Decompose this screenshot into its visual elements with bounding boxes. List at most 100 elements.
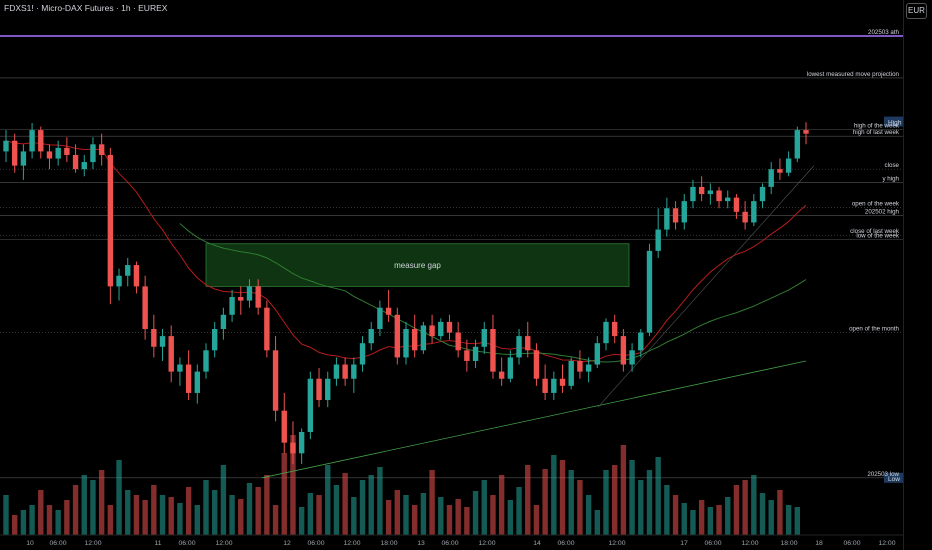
volume-bar bbox=[38, 490, 44, 535]
volume-bar bbox=[646, 470, 653, 535]
candle-body bbox=[525, 336, 531, 351]
candle-body bbox=[516, 336, 522, 358]
x-tick-label: 06:00 bbox=[178, 540, 195, 547]
volume-bar bbox=[664, 485, 670, 535]
volume-bar bbox=[12, 515, 18, 535]
candle-body bbox=[725, 197, 731, 202]
volume-bar bbox=[568, 470, 574, 535]
volume-bar bbox=[142, 500, 148, 535]
volume-bar bbox=[151, 485, 157, 535]
candle-body bbox=[716, 190, 722, 202]
volume-bar bbox=[238, 499, 244, 535]
x-tick-label: 12:00 bbox=[478, 540, 495, 547]
candle-body bbox=[81, 162, 87, 170]
candle-body bbox=[38, 130, 44, 152]
volume-bar bbox=[472, 491, 479, 535]
candle-body bbox=[803, 130, 809, 134]
volume-bar bbox=[629, 460, 635, 535]
measure-gap-zone bbox=[205, 243, 630, 287]
volume-bar bbox=[255, 487, 261, 535]
candle-body bbox=[794, 130, 800, 159]
x-tick-label: 12:00 bbox=[741, 540, 758, 547]
volume-bar bbox=[55, 510, 61, 535]
volume-bar bbox=[185, 487, 192, 535]
volume-bar bbox=[525, 465, 531, 535]
level-label: high of the week bbox=[854, 123, 900, 130]
volume-bar bbox=[81, 475, 87, 535]
volume-bar bbox=[46, 505, 53, 535]
volume-bar bbox=[403, 495, 409, 535]
volume-bar bbox=[20, 510, 27, 535]
level-label: 202503 low bbox=[867, 471, 899, 478]
candle-body bbox=[446, 321, 453, 333]
volume-bar bbox=[64, 500, 70, 535]
x-tick-label: 06:00 bbox=[557, 540, 574, 547]
candle-body bbox=[116, 275, 122, 287]
volume-bar bbox=[594, 510, 600, 535]
level-label: close bbox=[885, 162, 900, 169]
candle-body bbox=[29, 130, 35, 152]
candle-body bbox=[759, 186, 766, 202]
volume-bar bbox=[516, 487, 522, 535]
candle-body bbox=[298, 432, 305, 454]
candle-body bbox=[359, 343, 366, 365]
level-tag-label: Low bbox=[888, 476, 900, 483]
volume-bar bbox=[246, 483, 253, 535]
volume-bar bbox=[638, 480, 644, 535]
volume-bar bbox=[420, 493, 427, 535]
candle-body bbox=[142, 286, 148, 329]
volume-bar bbox=[220, 465, 227, 535]
candle-body bbox=[55, 147, 61, 159]
volume-bar bbox=[212, 490, 218, 535]
candle-body bbox=[325, 378, 331, 401]
candle-body bbox=[655, 229, 661, 251]
volume-bar bbox=[316, 495, 322, 535]
candle-body bbox=[646, 250, 653, 333]
candle-body bbox=[777, 169, 783, 173]
volume-bar bbox=[751, 475, 757, 535]
candle-body bbox=[220, 314, 227, 329]
level-label: open of the month bbox=[849, 326, 899, 333]
volume-bar bbox=[333, 485, 340, 535]
volume-bar bbox=[698, 500, 705, 535]
candle-body bbox=[603, 321, 609, 344]
candle-body bbox=[264, 307, 270, 351]
candle-body bbox=[255, 286, 261, 308]
volume-bar bbox=[542, 469, 548, 535]
candle-body bbox=[194, 371, 200, 393]
x-tick-label: 10 bbox=[26, 540, 34, 547]
x-tick-label: 12:00 bbox=[215, 540, 232, 547]
candle-body bbox=[498, 371, 505, 379]
volume-bar bbox=[281, 453, 287, 535]
currency-button[interactable]: EUR bbox=[906, 3, 927, 19]
price-axis[interactable] bbox=[903, 0, 932, 550]
candle-body bbox=[620, 336, 627, 365]
volume-bar bbox=[585, 495, 592, 535]
volume-bar bbox=[446, 505, 453, 535]
candle-body bbox=[412, 329, 418, 351]
volume-bar bbox=[342, 473, 348, 535]
candle-body bbox=[638, 332, 644, 351]
level-tag bbox=[884, 116, 903, 127]
candle-body bbox=[151, 329, 157, 347]
level-label: 202503 ath bbox=[868, 29, 900, 36]
candle-body bbox=[229, 297, 235, 315]
candle-body bbox=[742, 211, 748, 223]
candle-body bbox=[351, 364, 357, 379]
volume-bar bbox=[620, 445, 627, 535]
x-tick-label: 17 bbox=[680, 540, 688, 547]
candle-body bbox=[429, 325, 435, 337]
candle-body bbox=[472, 346, 479, 361]
candle-body bbox=[385, 307, 392, 315]
volume-bar bbox=[498, 475, 505, 535]
x-tick-label: 11 bbox=[154, 540, 161, 547]
x-tick-label: 18:00 bbox=[380, 540, 397, 547]
level-label: 202502 high bbox=[865, 208, 900, 215]
candle-body bbox=[577, 360, 583, 372]
volume-bar bbox=[490, 495, 496, 535]
candle-body bbox=[46, 151, 53, 159]
volume-bar bbox=[412, 505, 418, 535]
candle-body bbox=[690, 186, 696, 202]
candle-body bbox=[733, 197, 740, 212]
